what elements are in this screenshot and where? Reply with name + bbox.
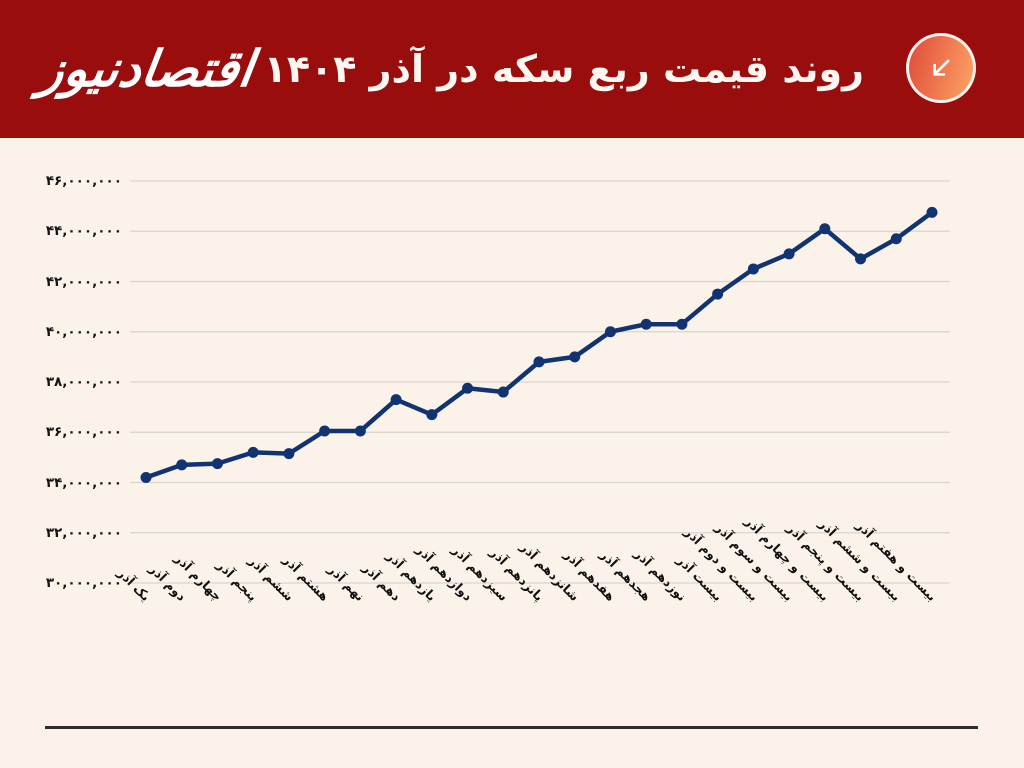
y-axis-label: ۴۲,۰۰۰,۰۰۰ [45,273,122,290]
data-point [497,386,509,398]
y-axis-label: ۴۴,۰۰۰,۰۰۰ [45,223,122,240]
data-point [604,326,616,338]
brand-logo: اقتصادنیوز [35,40,257,98]
arrow-down-left-icon [933,59,950,76]
chart-title: روند قیمت ربع سکه در آذر ۱۴۰۴ [263,47,864,91]
y-axis-label: ۳۲,۰۰۰,۰۰۰ [45,524,122,541]
y-axis-label: ۴۰,۰۰۰,۰۰۰ [45,323,122,340]
data-point [569,351,581,363]
data-point [747,263,759,275]
data-point [426,409,438,421]
footer-divider [45,726,978,729]
data-point [176,459,188,471]
data-point [890,233,902,245]
data-point [640,318,652,330]
data-point [140,471,152,483]
data-point [712,288,724,300]
data-point [533,356,545,368]
header-banner: اقتصادنیوز روند قیمت ربع سکه در آذر ۱۴۰۴ [0,0,1024,138]
data-point [211,458,223,470]
data-point [462,382,474,394]
y-axis-label: ۳۴,۰۰۰,۰۰۰ [45,474,122,491]
y-axis-label: ۳۶,۰۰۰,۰۰۰ [45,424,122,441]
data-point [390,394,402,406]
y-axis-label: ۴۶,۰۰۰,۰۰۰ [45,173,122,189]
data-point [354,425,366,437]
trend-line [143,210,935,480]
data-point [855,253,867,265]
data-point [819,223,831,235]
badge-circle [906,33,976,103]
data-point [247,446,259,458]
data-point [783,248,795,260]
data-point [926,206,938,218]
data-point [319,425,331,437]
data-point [676,318,688,330]
y-axis-label: ۳۰,۰۰۰,۰۰۰ [45,575,122,591]
data-point [283,448,295,460]
y-axis-label: ۳۸,۰۰۰,۰۰۰ [45,374,122,390]
